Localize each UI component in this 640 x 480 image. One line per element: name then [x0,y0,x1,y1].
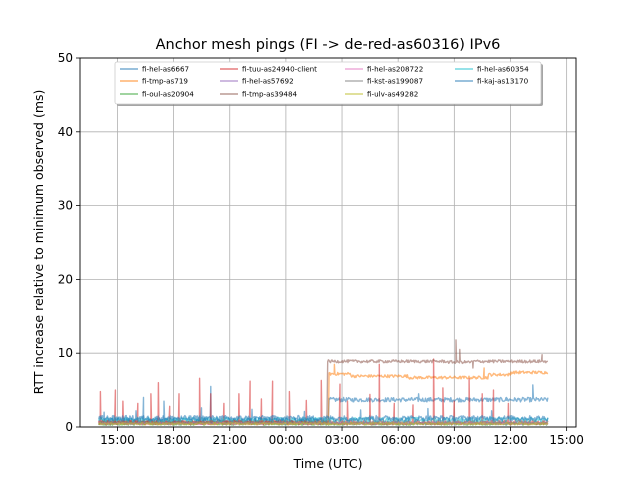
x-tick-label: 03:00 [325,433,360,447]
legend-entry: fi-tuu-as24940-client [242,65,317,74]
legend-entry: fi-hel-as60354 [477,65,529,74]
plot-frame [79,57,577,428]
x-tick-label: 00:00 [269,433,304,447]
series-layer [98,339,549,426]
x-axis-label: Time (UTC) [292,456,362,471]
y-tick-label: 50 [58,51,73,65]
y-axis-ticks: 0 10 20 30 40 50 [58,51,80,434]
x-tick-label: 18:00 [156,433,191,447]
legend-entry: fi-hel-as57692 [242,77,294,86]
legend-entry: fi-tmp-as39484 [242,90,298,99]
grid-lines [80,57,576,428]
x-axis-ticks: 15:00 18:00 21:00 00:00 03:00 06:00 09:00 12:00… [100,427,584,447]
legend-entry: fi-kaj-as13170 [477,77,529,86]
y-axis-label: RTT increase relative to minimum observe… [31,90,46,395]
legend-entry: fi-kst-as199087 [367,77,423,86]
legend-entry: fi-tmp-as719 [142,77,188,86]
y-tick-label: 30 [58,199,73,213]
legend-entry: fi-oul-as20904 [142,90,194,99]
x-tick-label: 21:00 [212,433,247,447]
x-tick-label: 15:00 [100,433,135,447]
x-tick-label: 12:00 [493,433,528,447]
legend: fi-hel-as6667 fi-tmp-as719 fi-oul-as20904 f… [114,61,543,106]
series-line-fi-ulv-as49282 [98,421,549,426]
legend-entry: fi-hel-as208722 [367,65,423,74]
y-tick-label: 10 [58,346,73,360]
x-tick-label: 09:00 [437,433,472,447]
x-tick-label: 06:00 [381,433,416,447]
y-tick-label: 40 [58,125,73,139]
series-line-fi-kaj-as13170 [98,407,549,422]
legend-entry: fi-ulv-as49282 [367,90,418,99]
legend-entry: fi-hel-as6667 [142,65,189,74]
x-tick-label: 15:00 [549,433,584,447]
chart-title: Anchor mesh pings (FI -> de-red-as60316)… [156,37,501,53]
y-tick-label: 20 [58,272,73,286]
y-tick-label: 0 [65,420,73,434]
